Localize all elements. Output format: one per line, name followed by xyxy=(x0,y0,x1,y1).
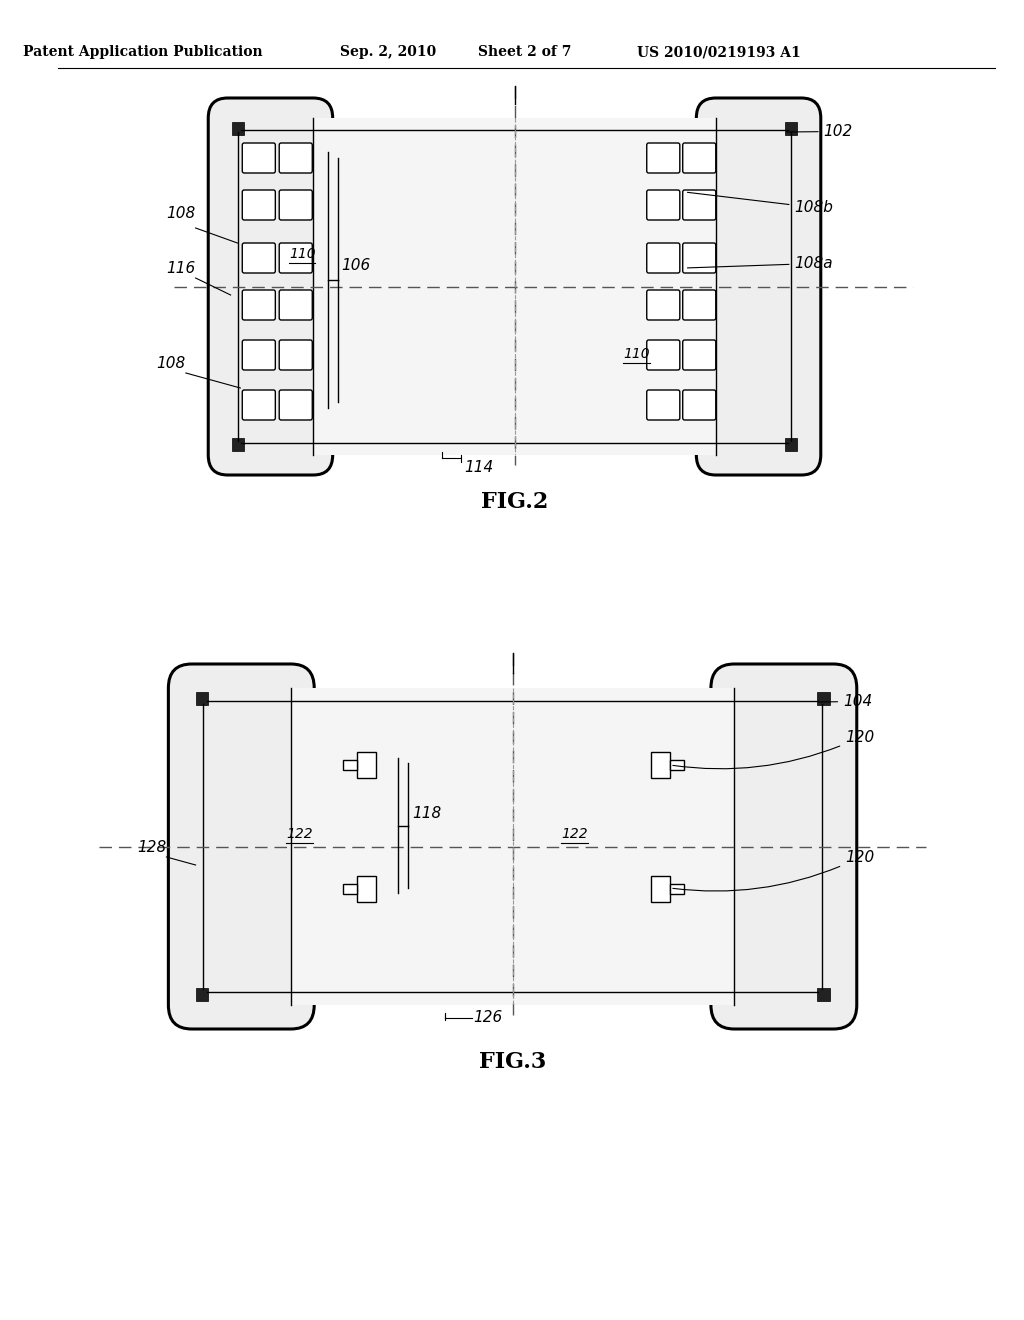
Text: 108: 108 xyxy=(157,356,186,371)
Text: 116: 116 xyxy=(166,261,196,276)
FancyBboxPatch shape xyxy=(280,341,312,370)
Bar xyxy=(670,884,684,894)
Text: 120: 120 xyxy=(673,730,874,768)
FancyBboxPatch shape xyxy=(243,243,275,273)
FancyBboxPatch shape xyxy=(711,664,857,1030)
Text: 108a: 108a xyxy=(687,256,834,271)
Bar xyxy=(784,438,798,451)
Text: 126: 126 xyxy=(474,1010,503,1026)
Bar xyxy=(650,752,670,777)
FancyBboxPatch shape xyxy=(280,143,312,173)
FancyBboxPatch shape xyxy=(647,341,680,370)
Text: 128: 128 xyxy=(137,840,167,855)
Bar xyxy=(650,876,670,902)
Bar xyxy=(784,121,798,135)
FancyBboxPatch shape xyxy=(683,341,716,370)
Text: 114: 114 xyxy=(464,459,494,475)
Bar xyxy=(343,760,357,770)
FancyBboxPatch shape xyxy=(683,389,716,420)
Bar xyxy=(231,121,244,135)
FancyBboxPatch shape xyxy=(647,143,680,173)
FancyBboxPatch shape xyxy=(647,190,680,220)
Text: 122: 122 xyxy=(286,828,312,841)
FancyBboxPatch shape xyxy=(280,290,312,319)
Text: Sheet 2 of 7: Sheet 2 of 7 xyxy=(477,45,571,59)
Bar xyxy=(196,692,208,705)
Bar xyxy=(313,117,716,455)
FancyBboxPatch shape xyxy=(683,290,716,319)
FancyBboxPatch shape xyxy=(208,98,333,475)
Bar xyxy=(817,692,829,705)
FancyBboxPatch shape xyxy=(243,389,275,420)
FancyBboxPatch shape xyxy=(168,664,314,1030)
Text: 108: 108 xyxy=(166,206,196,220)
FancyBboxPatch shape xyxy=(280,243,312,273)
Bar xyxy=(196,987,208,1001)
FancyBboxPatch shape xyxy=(243,143,275,173)
Text: 120: 120 xyxy=(673,850,874,891)
Text: 122: 122 xyxy=(561,828,588,841)
FancyBboxPatch shape xyxy=(243,190,275,220)
FancyBboxPatch shape xyxy=(647,389,680,420)
FancyBboxPatch shape xyxy=(243,290,275,319)
Bar xyxy=(357,876,377,902)
Text: Patent Application Publication: Patent Application Publication xyxy=(24,45,263,59)
Text: 118: 118 xyxy=(413,807,441,821)
Bar xyxy=(817,987,829,1001)
Bar xyxy=(357,752,377,777)
Text: FIG.3: FIG.3 xyxy=(479,1051,546,1073)
Bar xyxy=(343,884,357,894)
Text: FIG.2: FIG.2 xyxy=(481,491,548,513)
Text: 110: 110 xyxy=(289,247,315,261)
FancyBboxPatch shape xyxy=(280,389,312,420)
Text: 110: 110 xyxy=(624,347,650,360)
Bar xyxy=(291,688,734,1005)
FancyBboxPatch shape xyxy=(683,190,716,220)
FancyBboxPatch shape xyxy=(683,143,716,173)
Bar xyxy=(670,760,684,770)
Text: Sep. 2, 2010: Sep. 2, 2010 xyxy=(340,45,436,59)
FancyBboxPatch shape xyxy=(683,243,716,273)
Text: 102: 102 xyxy=(786,124,853,139)
FancyBboxPatch shape xyxy=(647,290,680,319)
FancyBboxPatch shape xyxy=(647,243,680,273)
FancyBboxPatch shape xyxy=(280,190,312,220)
Text: 108b: 108b xyxy=(687,193,834,215)
FancyBboxPatch shape xyxy=(243,341,275,370)
Bar xyxy=(231,438,244,451)
Text: US 2010/0219193 A1: US 2010/0219193 A1 xyxy=(637,45,801,59)
Text: 104: 104 xyxy=(819,694,872,709)
FancyBboxPatch shape xyxy=(696,98,821,475)
Text: 106: 106 xyxy=(341,257,371,273)
